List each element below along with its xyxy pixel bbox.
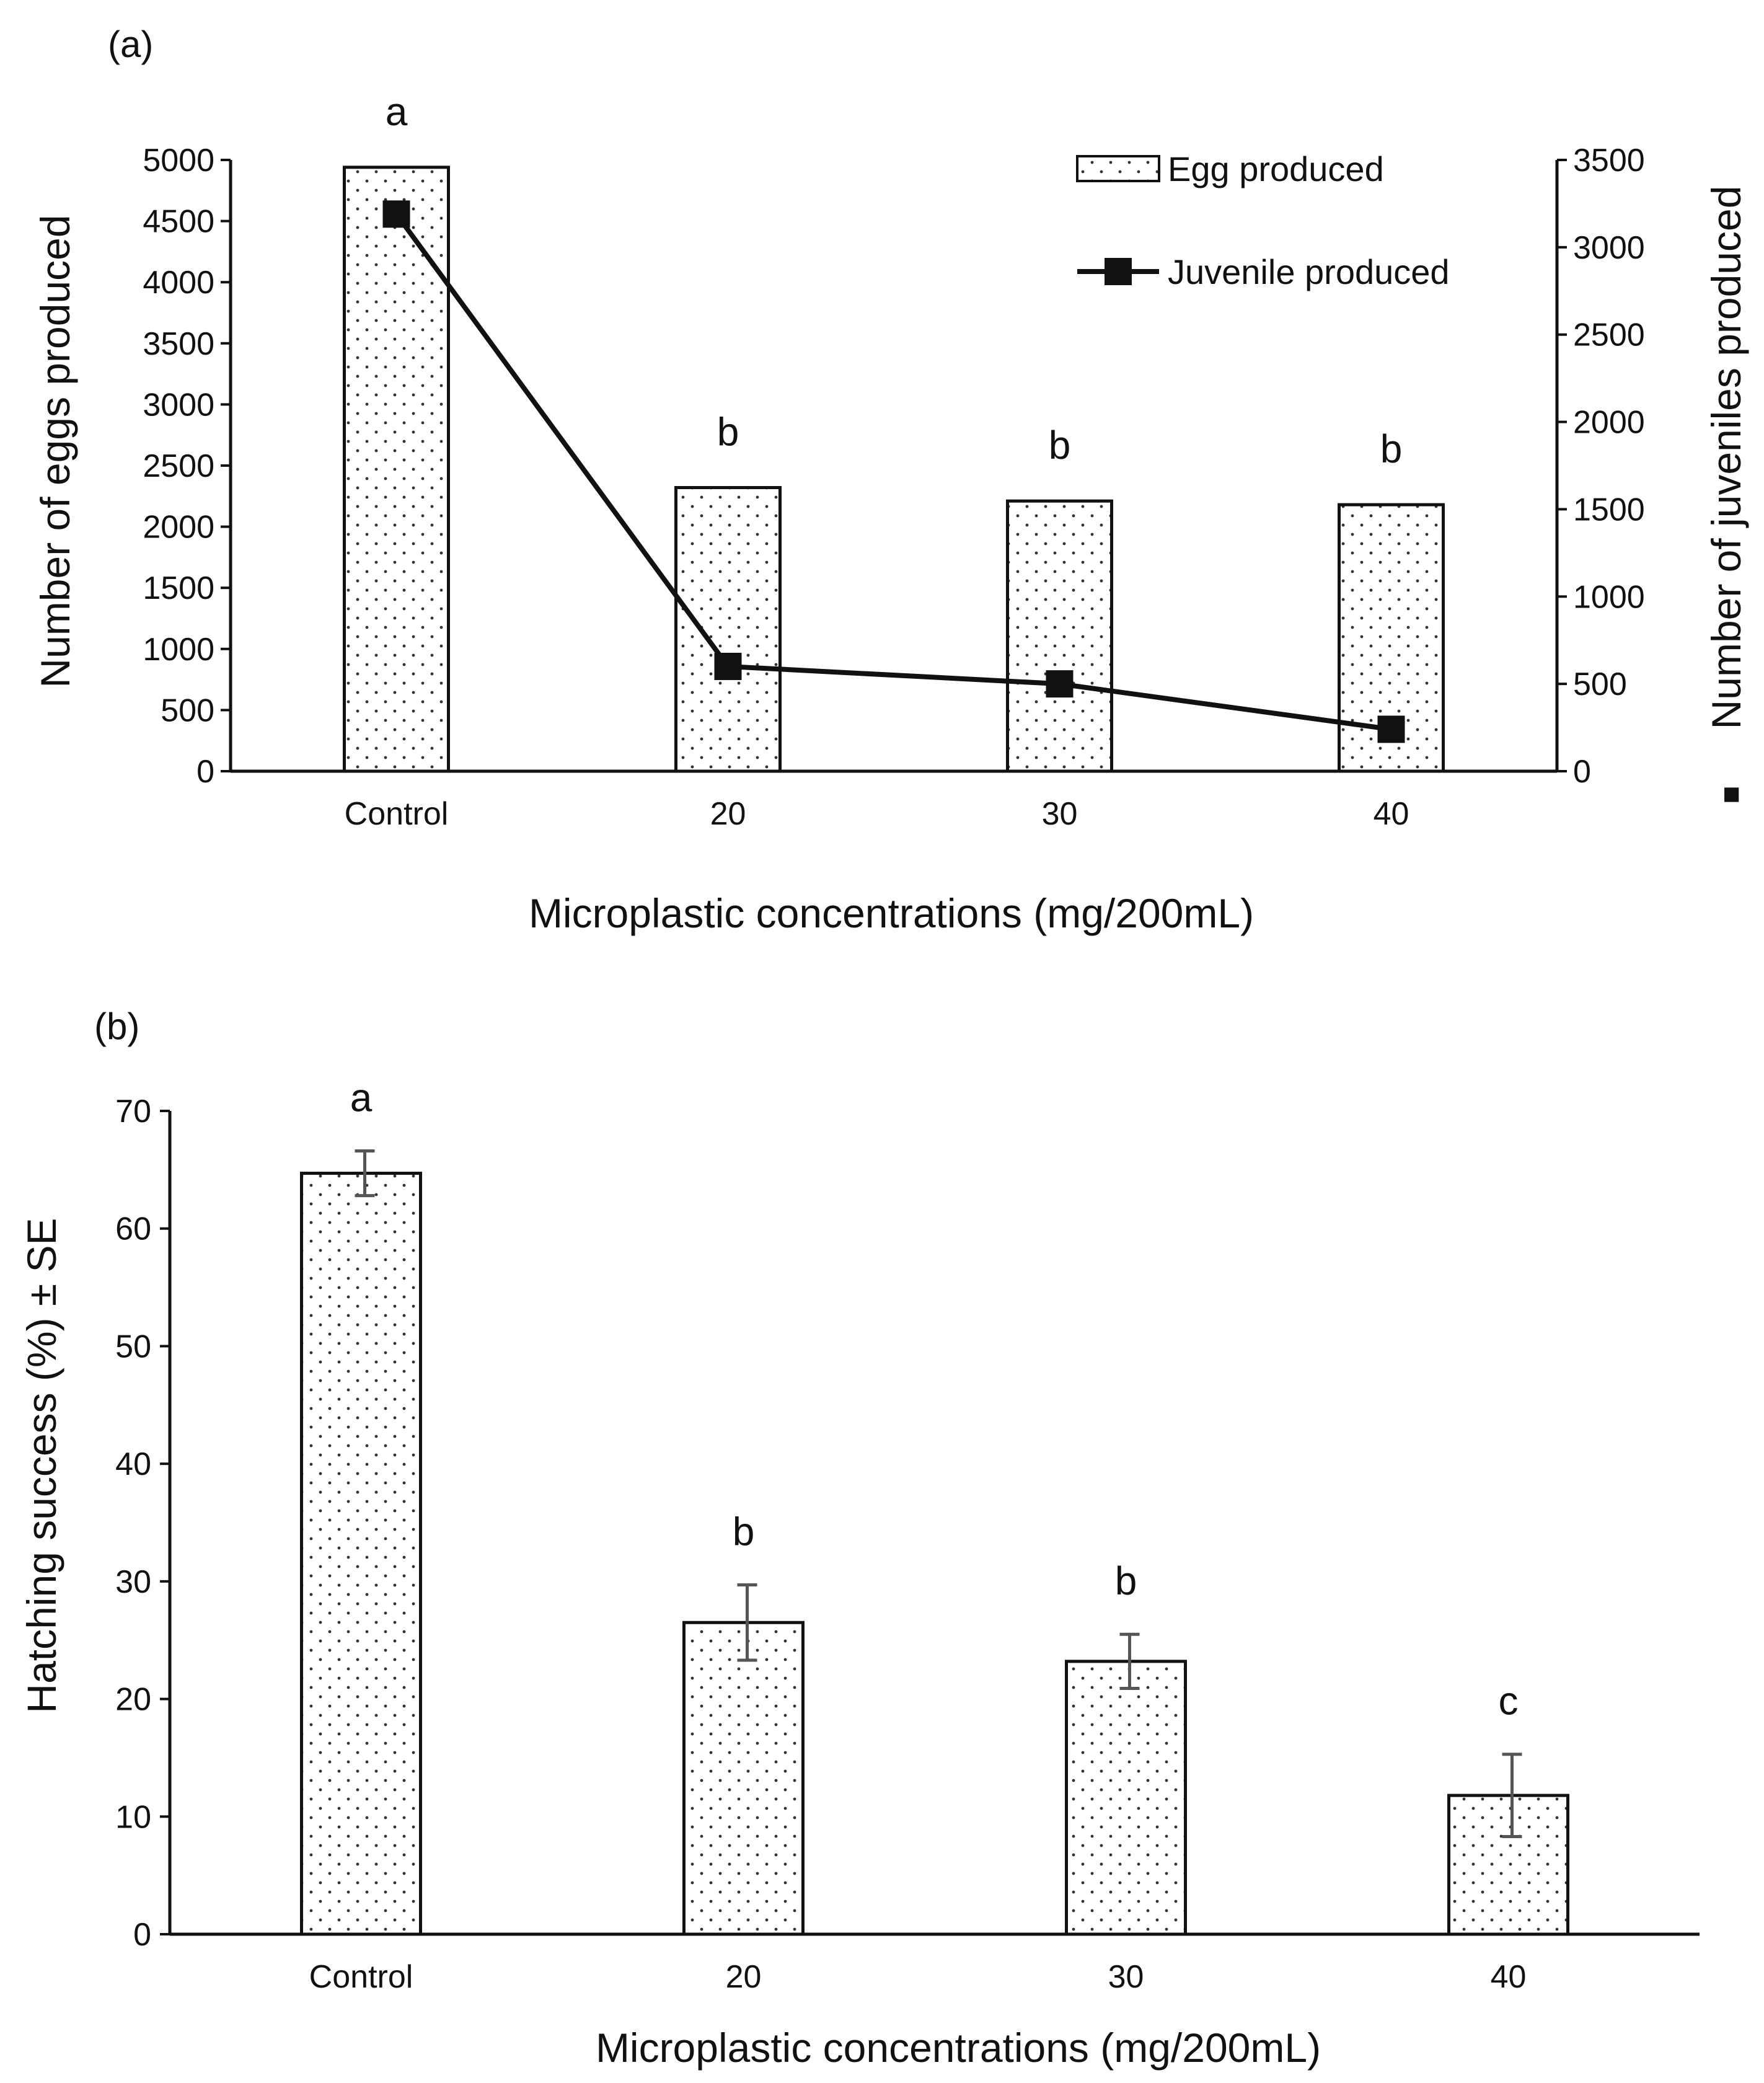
panel-a-y-axis-title: Number of eggs produced bbox=[32, 214, 78, 688]
legend-label-juvenile: Juvenile produced bbox=[1168, 252, 1450, 291]
juvenile-point bbox=[382, 200, 410, 228]
significance-letter: b bbox=[1380, 427, 1403, 471]
panel-a-right-tick-label: 500 bbox=[1573, 666, 1627, 702]
panel-a-x-axis-title: Microplastic concentrations (mg/200mL) bbox=[529, 890, 1254, 936]
significance-letter: a bbox=[350, 1076, 373, 1120]
panel-b-tick-label: 60 bbox=[115, 1211, 151, 1247]
significance-letter: b bbox=[1049, 423, 1071, 467]
significance-letter: a bbox=[386, 89, 408, 134]
panel-a-x-tick-labels: Control 20 30 40 bbox=[345, 796, 1409, 832]
juvenile-series-line bbox=[394, 212, 1392, 732]
panel-b-bars bbox=[170, 1172, 1700, 1936]
panel-b-x-tick-labels: Control 20 30 40 bbox=[309, 1959, 1527, 1995]
panel-a-right-tick-label: 2500 bbox=[1573, 317, 1645, 353]
panel-b-y-axis-title: Hatching success (%) ± SE bbox=[19, 1218, 64, 1713]
panel-a-right-axis: 0 500 1000 1500 2000 2500 3000 3500 bbox=[1555, 143, 1645, 790]
panel-a-left-tick-label: 500 bbox=[161, 692, 214, 728]
panel-b-chart: (b) 0 10 20 30 40 50 60 70 a b b c Control 20 30 40 H… bbox=[19, 1006, 1700, 2071]
panel-b-tick-label: 70 bbox=[115, 1094, 151, 1130]
panel-a-significance-letters: a b b b bbox=[386, 89, 1403, 471]
legend-swatch-egg bbox=[1076, 155, 1160, 182]
x-tick-label: 30 bbox=[1108, 1959, 1144, 1995]
panel-a-left-tick-label: 4000 bbox=[143, 265, 214, 301]
x-tick-label: Control bbox=[309, 1959, 413, 1995]
egg-bar bbox=[674, 485, 782, 773]
significance-letter: b bbox=[717, 409, 739, 454]
panel-b-significance-letters: a b b c bbox=[350, 1076, 1519, 1723]
panel-a-left-tick-label: 2000 bbox=[143, 510, 214, 546]
panel-b-label: (b) bbox=[94, 1006, 139, 1047]
panel-b-tick-label: 40 bbox=[115, 1446, 151, 1482]
panel-b-tick-label: 30 bbox=[115, 1564, 151, 1600]
panel-a-legend: Egg produced Juvenile produced bbox=[1076, 149, 1450, 291]
panel-a-right-tick-label: 3500 bbox=[1573, 143, 1645, 179]
panel-a-left-tick-label: 3000 bbox=[143, 387, 214, 423]
legend-marker-juvenile bbox=[1105, 258, 1132, 285]
x-tick-label: 20 bbox=[710, 796, 746, 832]
x-tick-label: Control bbox=[345, 796, 449, 832]
x-tick-label: 20 bbox=[726, 1959, 762, 1995]
panel-a-left-tick-label: 2500 bbox=[143, 448, 214, 484]
panel-a-y2-axis-title: Number of juveniles produced bbox=[1703, 186, 1749, 730]
significance-letter: b bbox=[1115, 1559, 1137, 1603]
hatching-bar bbox=[1065, 1660, 1187, 1936]
panel-a-left-axis: 0 500 1000 1500 2000 2500 3000 3500 4000 4500 5000 bbox=[143, 143, 232, 790]
legend-label-egg: Egg produced bbox=[1168, 149, 1384, 188]
hatching-bar bbox=[682, 1621, 805, 1936]
x-tick-label: 40 bbox=[1491, 1959, 1527, 1995]
panel-a-left-tick-label: 4500 bbox=[143, 204, 214, 240]
panel-b-y-axis: 0 10 20 30 40 50 60 70 bbox=[115, 1094, 172, 1953]
juvenile-point bbox=[1377, 715, 1405, 743]
panel-a-left-tick-label: 5000 bbox=[143, 143, 214, 179]
panel-a-right-tick-label: 3000 bbox=[1573, 230, 1645, 266]
panel-a-y2-title-marker: ■ bbox=[1714, 786, 1747, 804]
panel-a-right-tick-label: 0 bbox=[1573, 754, 1591, 790]
panel-b-tick-label: 20 bbox=[115, 1682, 151, 1718]
panel-a-juvenile-line bbox=[382, 200, 1405, 743]
panel-a-left-tick-label: 0 bbox=[196, 754, 214, 790]
significance-letter: c bbox=[1499, 1679, 1519, 1723]
panel-a-bars bbox=[231, 166, 1557, 773]
juvenile-point bbox=[714, 652, 742, 680]
panel-b-tick-label: 50 bbox=[115, 1329, 151, 1364]
panel-b-tick-label: 10 bbox=[115, 1799, 151, 1835]
juvenile-point bbox=[1046, 670, 1074, 698]
panel-b-x-axis-title: Microplastic concentrations (mg/200mL) bbox=[596, 2025, 1321, 2071]
panel-a-right-tick-label: 1500 bbox=[1573, 492, 1645, 528]
significance-letter: b bbox=[733, 1510, 755, 1554]
panel-a-right-tick-label: 2000 bbox=[1573, 405, 1645, 441]
panel-a-label: (a) bbox=[108, 24, 153, 65]
x-tick-label: 40 bbox=[1374, 796, 1409, 832]
panel-b-tick-label: 0 bbox=[133, 1917, 151, 1953]
panel-a-chart: (a) 0 500 1000 1500 2000 2500 3000 3500 4000 4500… bbox=[32, 24, 1749, 936]
panel-b-error-bars bbox=[355, 1149, 1522, 1839]
panel-a-left-tick-label: 1000 bbox=[143, 632, 214, 668]
panel-a-left-tick-label: 1500 bbox=[143, 570, 214, 606]
hatching-bar bbox=[1447, 1793, 1569, 1936]
egg-bar bbox=[343, 166, 450, 773]
x-tick-label: 30 bbox=[1042, 796, 1078, 832]
hatching-bar bbox=[300, 1172, 422, 1936]
panel-a-right-tick-label: 1000 bbox=[1573, 579, 1645, 615]
panel-a-left-tick-label: 3500 bbox=[143, 326, 214, 362]
egg-bar bbox=[1006, 499, 1113, 773]
